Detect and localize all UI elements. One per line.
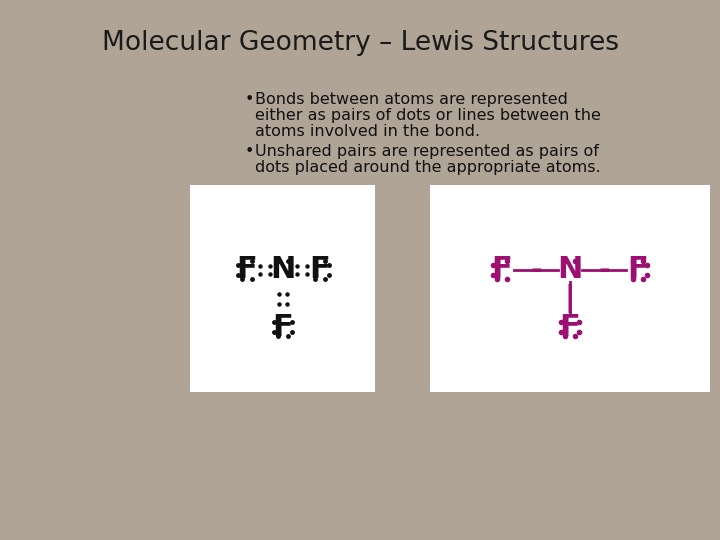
- Text: F: F: [628, 255, 649, 285]
- Bar: [190, 185, 375, 392]
- Text: Molecular Geometry – Lewis Structures: Molecular Geometry – Lewis Structures: [102, 30, 618, 56]
- Text: F: F: [559, 313, 580, 341]
- Text: atoms involved in the bond.: atoms involved in the bond.: [255, 124, 480, 139]
- Text: •: •: [245, 92, 254, 107]
- Text: F: F: [492, 255, 513, 285]
- Text: -: -: [530, 256, 541, 284]
- Text: |: |: [565, 284, 575, 313]
- Text: N: N: [557, 255, 582, 285]
- Text: N: N: [270, 255, 296, 285]
- Text: either as pairs of dots or lines between the: either as pairs of dots or lines between…: [255, 108, 601, 123]
- Text: F: F: [237, 255, 257, 285]
- Text: dots placed around the appropriate atoms.: dots placed around the appropriate atoms…: [255, 160, 600, 175]
- Text: F: F: [310, 255, 330, 285]
- Bar: [430, 185, 710, 392]
- Text: Bonds between atoms are represented: Bonds between atoms are represented: [255, 92, 568, 107]
- Text: F: F: [273, 313, 293, 341]
- Text: •: •: [245, 144, 254, 159]
- Text: -: -: [598, 256, 610, 284]
- Text: Unshared pairs are represented as pairs of: Unshared pairs are represented as pairs …: [255, 144, 599, 159]
